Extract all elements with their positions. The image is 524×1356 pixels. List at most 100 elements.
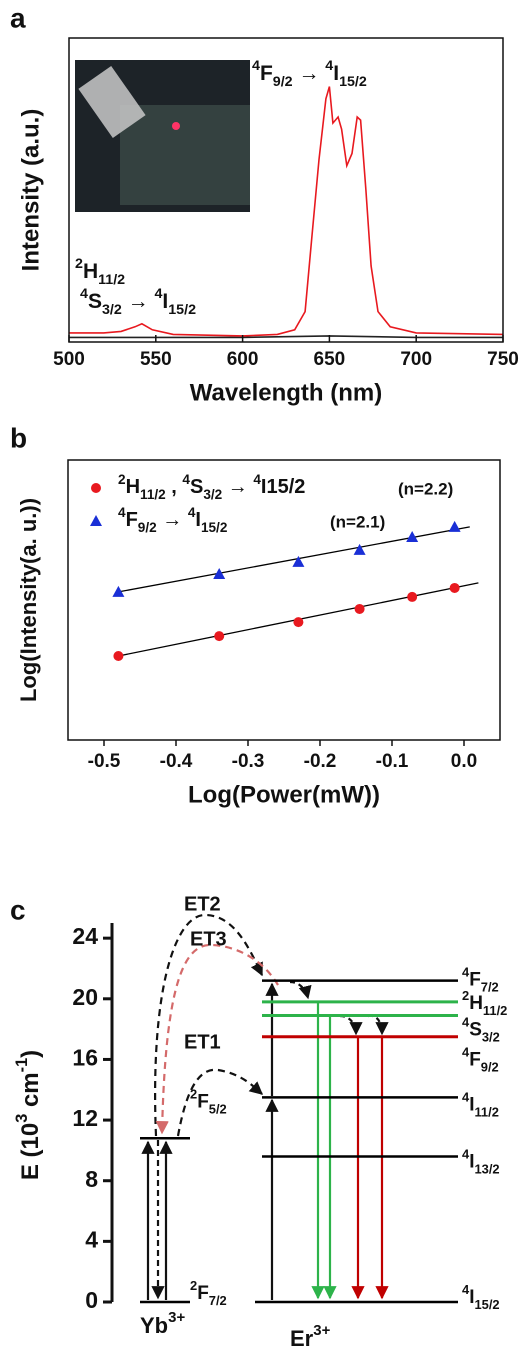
marker-circle bbox=[113, 651, 124, 661]
x-tick-label: 500 bbox=[53, 349, 85, 370]
text-run: I bbox=[469, 1094, 474, 1115]
text-run: → bbox=[222, 476, 253, 498]
y-axis-label: Log(Intensity(a. u.)) bbox=[16, 498, 41, 702]
text-run: → bbox=[122, 290, 155, 313]
fit-line bbox=[118, 526, 470, 593]
level-label: 4S3/2 bbox=[462, 1014, 500, 1044]
panel-label: c bbox=[10, 894, 26, 925]
legend-label: 4F9/2 → 4I15/2 bbox=[118, 505, 228, 535]
text-run: 4 bbox=[154, 286, 162, 302]
x-tick-label: 600 bbox=[227, 349, 259, 370]
text-run: ) bbox=[17, 1050, 44, 1058]
y-tick-label: 12 bbox=[72, 1105, 98, 1131]
text-run: 11/2 bbox=[140, 487, 166, 502]
x-tick-label: -0.2 bbox=[304, 751, 337, 772]
marker-triangle bbox=[406, 531, 419, 542]
text-run: 3+ bbox=[168, 1309, 185, 1326]
text-run: I15/2 bbox=[261, 476, 305, 498]
level-label: 4F9/2 bbox=[462, 1045, 499, 1075]
marker-circle bbox=[407, 591, 418, 602]
text-run: H bbox=[469, 993, 483, 1014]
text-run: S bbox=[88, 290, 102, 313]
marker-circle bbox=[214, 631, 225, 642]
text-run: 7/2 bbox=[481, 980, 499, 995]
text-run: S bbox=[469, 1019, 482, 1040]
text-run: 2 bbox=[190, 1278, 197, 1293]
x-axis-label: Log(Power(mW)) bbox=[188, 781, 380, 808]
text-run: 4 bbox=[80, 286, 88, 302]
x-tick-label: 650 bbox=[314, 349, 346, 370]
x-tick-label: -0.4 bbox=[160, 751, 193, 772]
text-run: 3/2 bbox=[482, 1029, 500, 1044]
text-run: 3/2 bbox=[203, 487, 222, 502]
level-label: 4F7/2 bbox=[462, 965, 499, 995]
text-run: 2 bbox=[75, 256, 83, 272]
transfer-label: ET3 bbox=[190, 928, 227, 950]
x-tick-label: 550 bbox=[140, 349, 172, 370]
text-run: F bbox=[469, 970, 481, 991]
text-run: 7/2 bbox=[209, 1293, 227, 1308]
y-axis-label: Intensity (a.u.) bbox=[17, 109, 44, 272]
x-tick-label: -0.1 bbox=[376, 751, 409, 772]
legend-note: (n=2.2) bbox=[398, 479, 453, 498]
peak-annotation: 4S3/2 → 4I15/2 bbox=[80, 286, 196, 318]
text-run: 3/2 bbox=[102, 302, 122, 318]
text-run: E (10 bbox=[17, 1123, 44, 1180]
plot-frame bbox=[68, 37, 504, 343]
text-run: 2 bbox=[462, 988, 469, 1003]
level-label: 4I15/2 bbox=[462, 1282, 500, 1312]
text-run: cm bbox=[17, 1072, 44, 1113]
x-axis-label: Wavelength (nm) bbox=[190, 379, 382, 406]
peak-annotation: 4F9/2 → 4I15/2 bbox=[252, 58, 367, 90]
text-run: H bbox=[83, 260, 98, 283]
marker-triangle bbox=[292, 555, 305, 567]
text-run: F bbox=[197, 1283, 209, 1304]
text-run: , bbox=[166, 476, 183, 498]
level-label: 4I13/2 bbox=[462, 1146, 500, 1176]
text-run: 4 bbox=[462, 965, 470, 980]
text-run: I bbox=[195, 509, 201, 531]
text-run: F bbox=[469, 1050, 481, 1071]
level-label: 2F5/2 bbox=[190, 1086, 227, 1116]
text-run: I bbox=[333, 62, 339, 85]
level-label: 2F7/2 bbox=[190, 1278, 227, 1308]
text-run: 4 bbox=[462, 1282, 470, 1297]
spectrum-line bbox=[69, 335, 503, 339]
text-run: F bbox=[197, 1091, 209, 1112]
level-label: 2H11/2 bbox=[462, 988, 507, 1018]
panel-label: b bbox=[10, 422, 27, 453]
text-run: 4 bbox=[462, 1045, 470, 1060]
text-run: -1 bbox=[13, 1058, 31, 1073]
text-run: 4 bbox=[462, 1089, 470, 1104]
plot-frame bbox=[67, 459, 501, 741]
y-tick-label: 20 bbox=[72, 984, 98, 1010]
text-run: 15/2 bbox=[201, 520, 228, 535]
y-tick-label: 24 bbox=[72, 923, 98, 949]
y-tick-label: 4 bbox=[85, 1226, 98, 1252]
text-run: 4 bbox=[182, 472, 190, 487]
text-run: → bbox=[293, 62, 326, 85]
text-run: Yb bbox=[140, 1313, 168, 1338]
text-run: 4 bbox=[462, 1014, 470, 1029]
text-run: 9/2 bbox=[481, 1060, 499, 1075]
ion-label: Er3+ bbox=[290, 1322, 331, 1350]
transfer-label: ET2 bbox=[184, 893, 221, 915]
text-run: S bbox=[190, 476, 203, 498]
legend-note: (n=2.1) bbox=[330, 512, 385, 531]
marker-triangle bbox=[448, 520, 461, 532]
text-run: I bbox=[469, 1151, 474, 1172]
marker-triangle bbox=[213, 567, 226, 579]
y-tick-label: 8 bbox=[85, 1166, 98, 1192]
marker-circle bbox=[354, 603, 365, 614]
text-run: 15/2 bbox=[474, 1297, 499, 1312]
text-run: 13/2 bbox=[474, 1161, 499, 1176]
y-axis-label: E (103 cm-1) bbox=[13, 1050, 44, 1180]
text-run: → bbox=[157, 509, 188, 531]
y-tick-label: 16 bbox=[72, 1045, 98, 1071]
spectrum-line bbox=[69, 86, 504, 337]
text-run: I bbox=[469, 1287, 474, 1308]
text-run: 4 bbox=[188, 505, 196, 520]
text-run: 5/2 bbox=[209, 1101, 227, 1116]
x-tick-label: -0.3 bbox=[232, 751, 265, 772]
